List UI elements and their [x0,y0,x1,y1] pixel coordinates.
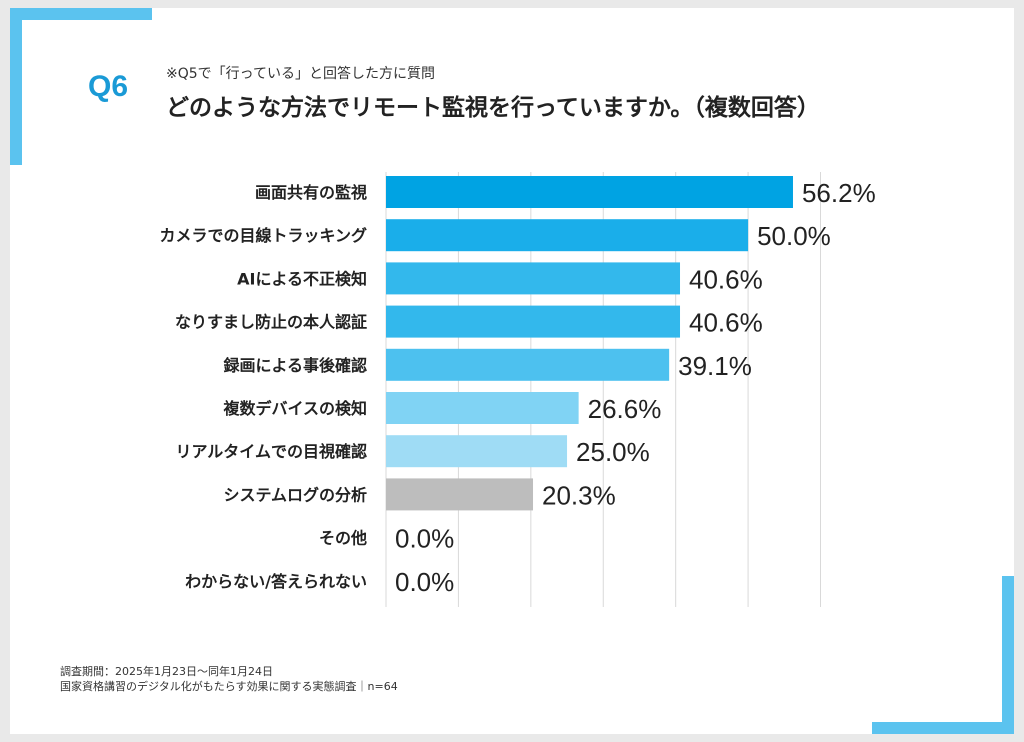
corner-accent-bottom-right-horizontal [872,722,1014,734]
category-label: カメラでの目線トラッキング [159,226,367,245]
bar [386,305,681,338]
value-label: 40.6% [689,308,763,338]
category-label: 画面共有の監視 [255,183,367,202]
category-label: わからない/答えられない [185,572,367,591]
category-label: リアルタイムでの目視確認 [175,442,367,461]
footer: 調査期間：2025年1月23日～同年1月24日 国家資格講習のデジタル化がもたら… [60,664,398,694]
survey-period: 調査期間：2025年1月23日～同年1月24日 [60,665,273,678]
value-label: 26.6% [588,394,662,424]
bar [386,348,670,381]
category-label: なりすまし防止の本人認証 [175,313,367,332]
value-label: 56.2% [802,178,876,208]
corner-accent-top-left-horizontal [10,8,152,20]
bar [386,262,681,295]
question-number: Q6 [88,70,129,103]
bar [386,435,568,468]
category-label: 録画による事後確認 [223,356,367,375]
survey-description: 国家資格講習のデジタル化がもたらす効果に関する実態調査｜n=64 [60,680,398,693]
bar [386,478,534,511]
value-label: 0.0% [395,567,454,597]
corner-accent-top-left [10,8,22,165]
bar [386,392,579,424]
value-label: 39.1% [678,351,752,381]
category-label: AIによる不正検知 [237,269,367,288]
value-label: 20.3% [542,480,616,510]
value-label: 50.0% [757,221,831,251]
category-label: その他 [319,529,367,548]
value-label: 0.0% [395,524,454,554]
category-label: システムログの分析 [223,485,367,504]
corner-accent-bottom-right [1002,576,1014,734]
question-note: ※Q5で「行っている」と回答した方に質問 [166,66,435,82]
bar [386,219,749,252]
question-title: どのような方法でリモート監視を行っていますか。（複数回答） [166,95,820,121]
bar [386,176,793,208]
value-label: 40.6% [689,264,763,294]
category-label: 複数デバイスの検知 [222,399,367,418]
value-label: 25.0% [576,437,650,467]
